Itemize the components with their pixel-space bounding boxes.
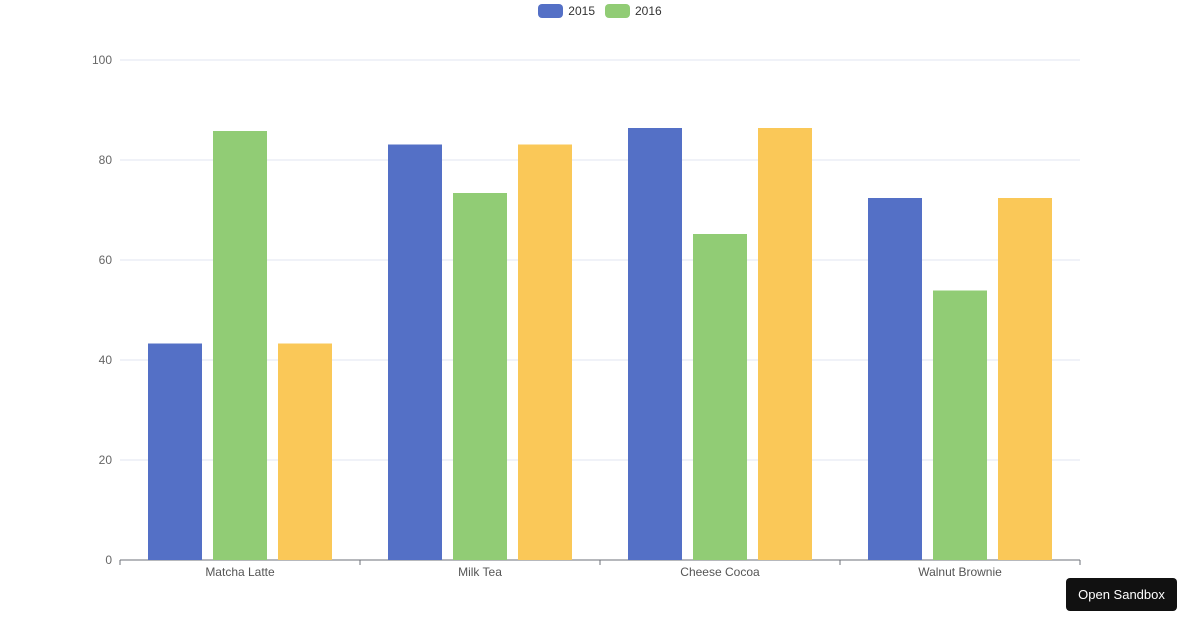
bar-2016-walnut-brownie — [933, 290, 987, 560]
legend-item-2015[interactable]: 2015 — [538, 4, 595, 18]
open-sandbox-button[interactable]: Open Sandbox — [1066, 578, 1177, 611]
bar-2016-matcha-latte — [213, 131, 267, 560]
bar-2016-cheese-cocoa — [693, 234, 747, 560]
legend-label-2016: 2016 — [635, 4, 662, 18]
bar-2015-milk-tea — [388, 144, 442, 560]
legend-swatch-2015 — [538, 4, 564, 18]
bar-series-3-milk-tea — [518, 144, 572, 560]
y-tick-label: 80 — [99, 153, 113, 167]
bar-2015-walnut-brownie — [868, 198, 922, 560]
chart-legend: 2015 2016 — [0, 4, 1200, 18]
y-tick-label: 0 — [105, 553, 112, 567]
legend-item-2016[interactable]: 2016 — [605, 4, 662, 18]
y-tick-label: 100 — [92, 53, 112, 67]
bar-2016-milk-tea — [453, 193, 507, 560]
x-tick-label: Milk Tea — [458, 565, 502, 579]
y-tick-label: 40 — [99, 353, 113, 367]
bar-series-3-cheese-cocoa — [758, 128, 812, 560]
x-tick-label: Walnut Brownie — [918, 565, 1002, 579]
x-tick-label: Matcha Latte — [205, 565, 275, 579]
bar-series-3-matcha-latte — [278, 343, 332, 560]
legend-swatch-2016 — [605, 4, 630, 18]
y-tick-label: 20 — [99, 453, 113, 467]
bar-series-3-walnut-brownie — [998, 198, 1052, 560]
bar-2015-cheese-cocoa — [628, 128, 682, 560]
x-tick-label: Cheese Cocoa — [680, 565, 760, 579]
y-tick-label: 60 — [99, 253, 113, 267]
bar-2015-matcha-latte — [148, 343, 202, 560]
legend-label-2015: 2015 — [568, 4, 595, 18]
